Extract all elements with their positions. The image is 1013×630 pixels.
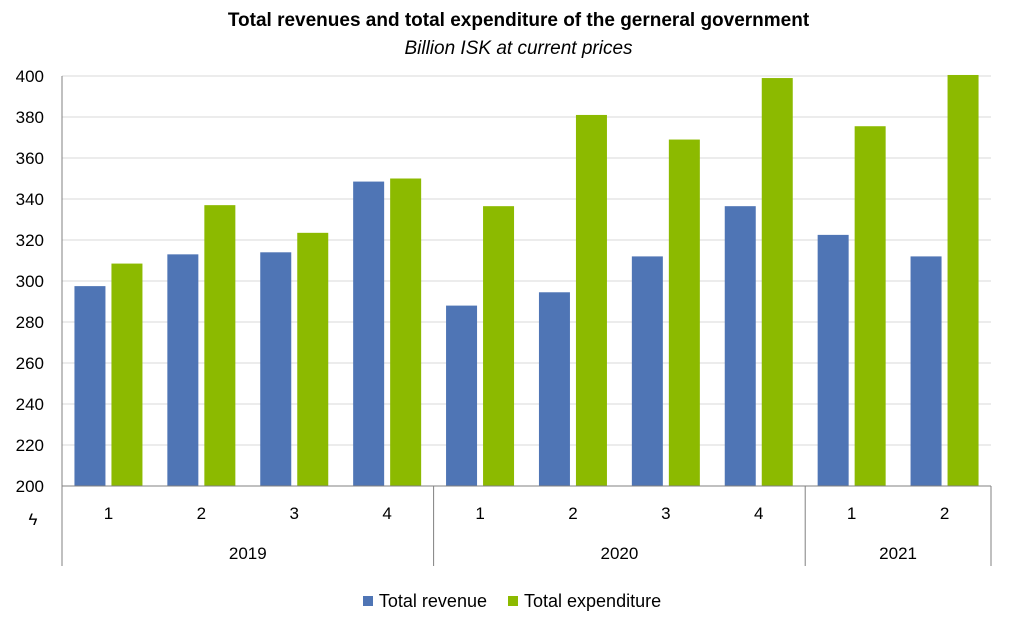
bar-total-revenue [353,181,385,486]
bar-total-expenditure [111,263,143,486]
y-tick-label: 220 [16,436,44,455]
bar-total-expenditure [947,74,979,486]
x-tick-label: 4 [754,504,763,523]
x-tick-label: 2 [197,504,206,523]
y-tick-label: 240 [16,395,44,414]
legend-label-expenditure: Total expenditure [524,590,662,611]
bars [74,74,979,487]
legend-item-revenue: Total revenue [362,590,487,612]
y-tick-label: 320 [16,231,44,250]
axis-break-icon: ϟ [29,510,38,529]
x-tick-label: 3 [290,504,299,523]
y-tick-label: 360 [16,149,44,168]
y-tick-label: 400 [16,67,44,86]
bar-total-revenue [910,256,942,486]
y-tick-label: 280 [16,313,44,332]
y-tick-label: 340 [16,190,44,209]
x-tick-label: 3 [661,504,670,523]
bar-total-expenditure [854,126,886,486]
legend-label-revenue: Total revenue [378,590,487,611]
bar-total-revenue [538,292,570,486]
tick-labels: 200 220 240 260 280 300 320 340 360 380 400 1 2 3 4 1 2 3… [16,67,950,563]
bar-total-expenditure [668,139,700,487]
x-tick-label: 1 [475,504,484,523]
chart-title: Total revenues and total expenditure of … [227,10,810,31]
gridlines [62,75,991,446]
x-tick-label: 2 [568,504,577,523]
bar-total-expenditure [390,178,422,486]
x-tick-label: 4 [382,504,391,523]
bar-total-revenue [260,252,292,486]
x-tick-label: 1 [847,504,856,523]
group-label: 2020 [600,544,638,563]
bar-total-revenue [817,234,849,486]
legend: Total revenue Total expenditure [0,590,1013,612]
bar-total-expenditure [575,114,607,486]
x-tick-label: 1 [104,504,113,523]
bar-total-revenue [631,256,663,486]
bar-total-revenue [167,254,199,486]
bar-total-revenue [74,286,106,486]
chart-subtitle: Billion ISK at current prices [404,38,633,59]
group-label: 2019 [229,544,267,563]
legend-swatch-expenditure [508,596,518,606]
bar-total-expenditure [483,206,515,487]
bar-total-expenditure [761,78,793,487]
legend-swatch-revenue [362,596,373,606]
y-tick-label: 200 [16,477,44,496]
bar-total-revenue [724,206,756,487]
legend-item-expenditure: Total expenditure [508,591,661,612]
axes [61,76,992,566]
x-tick-label: 2 [940,504,949,523]
y-tick-label: 300 [16,272,44,291]
y-tick-label: 260 [16,354,44,373]
bar-total-expenditure [297,232,329,486]
bar-total-revenue [446,305,478,486]
bar-total-expenditure [204,205,236,486]
y-tick-label: 380 [16,108,44,127]
group-label: 2021 [879,544,917,563]
